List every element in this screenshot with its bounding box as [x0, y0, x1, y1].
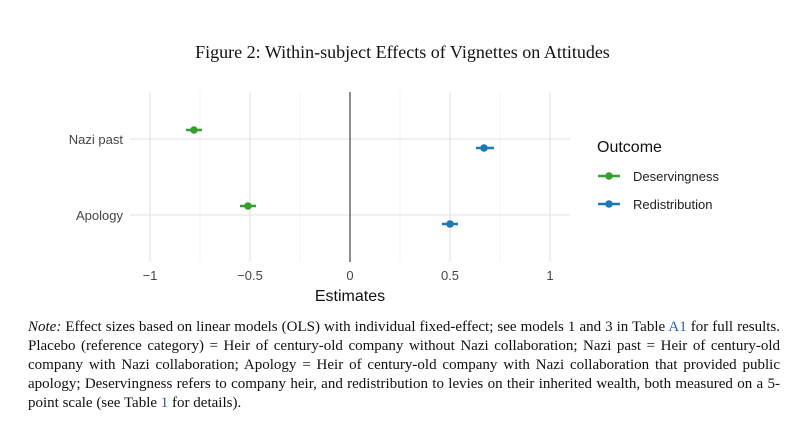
coefficient-plot: −1 −0.5 0 0.5 1 Nazi past Apology Estimates O… — [69, 92, 719, 305]
legend-item-deservingness: Deservingness — [598, 169, 719, 184]
x-tick-label: 1 — [546, 268, 553, 283]
note-text-2: for full results. Placebo (reference cat… — [28, 319, 781, 411]
y-tick-label: Nazi past — [69, 132, 124, 147]
table-a1-link[interactable]: A1 — [668, 319, 687, 335]
legend: Outcome Deservingness Redistribution — [597, 139, 719, 212]
x-tick-label: −0.5 — [237, 268, 263, 283]
legend-key-point — [605, 200, 613, 208]
estimate-deservingness-nazi-past — [186, 126, 202, 134]
legend-title: Outcome — [597, 139, 662, 156]
x-tick-label: 0.5 — [441, 268, 459, 283]
x-axis-ticks: −1 −0.5 0 0.5 1 — [143, 268, 554, 283]
legend-label: Redistribution — [633, 197, 713, 212]
table-1-link[interactable]: 1 — [160, 395, 169, 411]
point-estimate — [190, 126, 198, 134]
figure-title: Figure 2: Within-subject Effects of Vign… — [195, 42, 610, 62]
note-text-1: Effect sizes based on linear models (OLS… — [61, 319, 669, 335]
point-estimate — [480, 144, 488, 152]
estimate-redistribution-apology — [442, 220, 458, 228]
note-label: Note: — [28, 319, 62, 335]
note-text-3: for details). — [168, 395, 242, 411]
point-estimate — [446, 220, 454, 228]
legend-item-redistribution: Redistribution — [598, 197, 713, 212]
legend-label: Deservingness — [633, 169, 719, 184]
estimate-marks — [186, 126, 494, 228]
legend-key-point — [605, 172, 613, 180]
estimate-deservingness-apology — [240, 202, 256, 210]
x-tick-label: −1 — [143, 268, 158, 283]
estimate-redistribution-nazi-past — [476, 144, 494, 152]
point-estimate — [244, 202, 252, 210]
y-axis-ticks: Nazi past Apology — [69, 132, 124, 223]
y-tick-label: Apology — [76, 208, 123, 223]
x-axis-title: Estimates — [315, 288, 385, 305]
figure-note: Note: Effect sizes based on linear model… — [28, 318, 780, 413]
x-tick-label: 0 — [346, 268, 353, 283]
